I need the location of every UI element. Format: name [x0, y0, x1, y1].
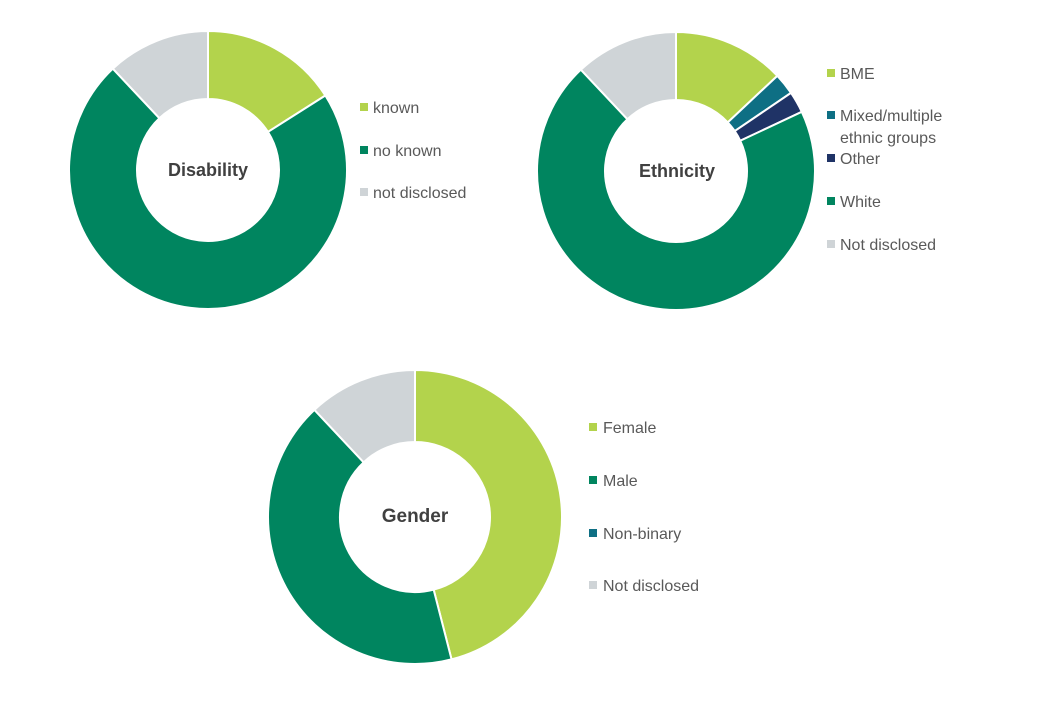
legend-swatch-not-disclosed — [589, 581, 597, 589]
slice-white — [536, 68, 816, 311]
legend-label-not-disclosed: Not disclosed — [603, 578, 699, 595]
legend-label-known: known — [373, 100, 419, 117]
ethnicity-title: Ethnicity — [639, 161, 715, 181]
gender-chart: Gender Female Male Non-binary Not disclo… — [267, 368, 699, 665]
legend-label-not-disclosed: not disclosed — [373, 185, 466, 202]
slice-male — [267, 408, 453, 665]
legend-label-not-disclosed: Not disclosed — [840, 237, 936, 254]
legend-swatch-bme — [827, 69, 835, 77]
legend-swatch-non-binary — [589, 529, 597, 537]
legend-label-non-binary: Non-binary — [603, 526, 681, 543]
legend-swatch-male — [589, 476, 597, 484]
legend-swatch-female — [589, 423, 597, 431]
legend-label-no-known: no known — [373, 143, 442, 160]
legend-label-white: White — [840, 194, 881, 211]
legend-swatch-other — [827, 154, 835, 162]
legend-label-mixed-line1: Mixed/multiple — [840, 108, 942, 125]
legend-label-female: Female — [603, 420, 656, 437]
gender-title: Gender — [382, 506, 449, 527]
ethnicity-slices — [536, 30, 816, 311]
legend-swatch-mixed — [827, 111, 835, 119]
slice-female — [414, 368, 563, 661]
ethnicity-chart: Ethnicity BME Mixed/multiple ethnic grou… — [536, 30, 942, 311]
disability-title: Disability — [168, 160, 248, 180]
slice-not-disclosed — [312, 368, 416, 464]
legend-swatch-white — [827, 197, 835, 205]
legend-label-other: Other — [840, 151, 881, 168]
legend-label-male: Male — [603, 473, 638, 490]
gender-slices — [267, 368, 563, 665]
legend-swatch-not-disclosed — [827, 240, 835, 248]
slice-not-disclosed — [111, 29, 209, 120]
ethnicity-legend: BME Mixed/multiple ethnic groups Other W… — [827, 66, 942, 254]
legend-label-mixed-line2: ethnic groups — [840, 130, 936, 147]
disability-slices — [68, 29, 348, 310]
legend-swatch-known — [360, 103, 368, 111]
disability-legend: known no known not disclosed — [360, 100, 466, 202]
legend-swatch-not-disclosed — [360, 188, 368, 196]
legend-label-bme: BME — [840, 66, 875, 83]
legend-swatch-no-known — [360, 146, 368, 154]
slice-no-known — [68, 67, 348, 310]
gender-legend: Female Male Non-binary Not disclosed — [589, 420, 699, 595]
slice-not-disclosed — [579, 30, 677, 121]
disability-chart: Disability known no known not disclosed — [68, 29, 466, 310]
